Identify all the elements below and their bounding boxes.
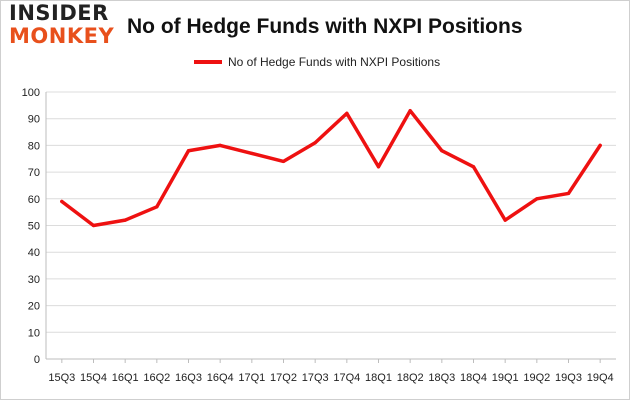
- y-tick-label: 30: [28, 274, 40, 286]
- y-tick-label: 80: [28, 140, 40, 152]
- y-tick-label: 100: [22, 87, 40, 99]
- data-point: [155, 205, 159, 209]
- x-tick-label: 16Q1: [112, 372, 139, 384]
- data-point: [376, 165, 381, 169]
- y-tick-label: 0: [34, 354, 40, 366]
- chart-legend: No of Hedge Funds with NXPI Positions: [194, 55, 440, 69]
- x-tick-label: 19Q2: [523, 372, 550, 384]
- x-tick-label: 19Q1: [492, 372, 519, 384]
- legend-swatch: [194, 60, 222, 64]
- data-point: [598, 143, 602, 147]
- y-tick-label: 10: [28, 327, 40, 339]
- x-tick-label: 19Q3: [555, 372, 582, 384]
- data-point: [535, 197, 539, 201]
- data-point: [91, 223, 96, 228]
- y-tick-label: 40: [28, 247, 40, 259]
- x-tick-label: 17Q4: [333, 372, 360, 384]
- data-point: [313, 141, 317, 145]
- y-tick-label: 20: [28, 301, 40, 313]
- data-point: [281, 159, 286, 164]
- x-tick-label: 19Q4: [587, 372, 614, 384]
- data-point: [408, 109, 412, 113]
- data-point: [345, 111, 349, 115]
- data-point: [60, 199, 64, 204]
- y-tick-label: 50: [28, 221, 40, 233]
- y-tick-label: 60: [28, 194, 40, 206]
- x-tick-label: 17Q3: [302, 372, 329, 384]
- chart-title: No of Hedge Funds with NXPI Positions: [127, 15, 523, 38]
- series-line: [60, 108, 602, 228]
- logo-line-2: MONKEY: [9, 24, 115, 48]
- data-point: [218, 143, 222, 147]
- data-point: [123, 218, 127, 222]
- y-tick-label: 90: [28, 114, 40, 126]
- data-point: [471, 165, 476, 169]
- x-tick-label: 15Q3: [48, 372, 75, 384]
- data-point: [566, 191, 571, 196]
- data-point: [503, 218, 507, 222]
- insider-monkey-logo: INSIDER MONKEY: [9, 3, 117, 47]
- data-point: [440, 149, 444, 153]
- logo-line-1: INSIDER: [9, 1, 109, 25]
- data-point: [186, 149, 191, 153]
- x-tick-label: 17Q2: [270, 372, 297, 384]
- x-tick-label: 15Q4: [80, 372, 107, 384]
- x-tick-label: 16Q2: [143, 372, 170, 384]
- legend-label: No of Hedge Funds with NXPI Positions: [228, 55, 441, 69]
- x-tick-label: 16Q3: [175, 372, 202, 384]
- x-tick-label: 18Q4: [460, 372, 487, 384]
- x-tick-label: 16Q4: [207, 372, 234, 384]
- x-tick-label: 18Q1: [365, 372, 392, 384]
- data-point: [250, 151, 254, 156]
- x-tick-label: 18Q3: [428, 372, 455, 384]
- x-tick-label: 17Q1: [238, 372, 265, 384]
- x-tick-label: 18Q2: [397, 372, 424, 384]
- y-tick-label: 70: [28, 167, 40, 179]
